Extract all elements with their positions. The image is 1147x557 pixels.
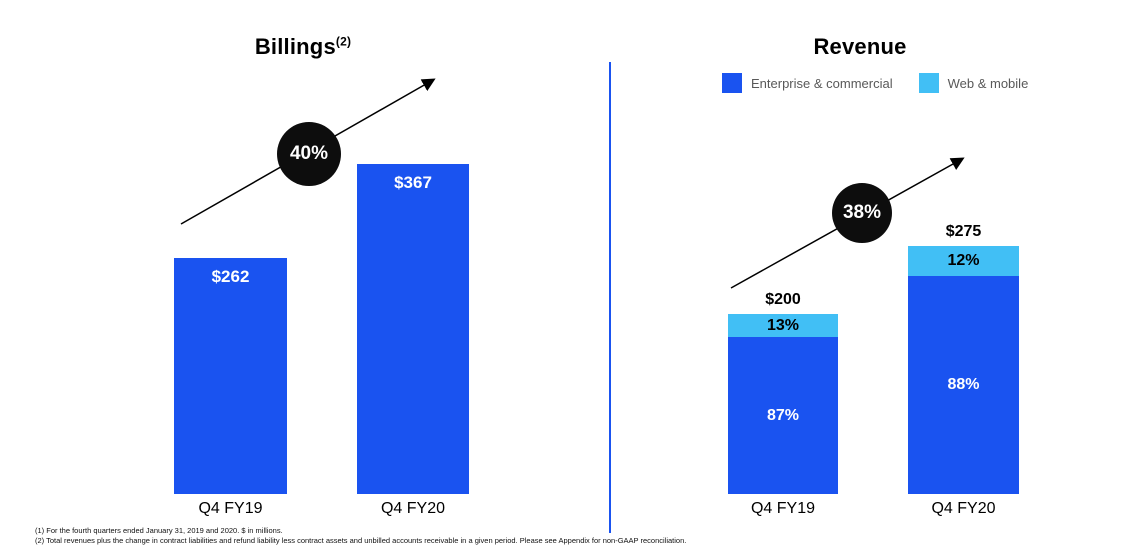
footnotes: (1) For the fourth quarters ended Januar… [35,526,686,545]
revenue-bar-q4fy19: $200 13% 87% [728,291,838,494]
legend-swatch-web-mobile [918,73,939,93]
revenue-bar-q4fy19-total: $200 [765,291,801,308]
legend-item-enterprise: Enterprise & commercial [722,73,893,93]
billings-title-footnote-ref: (2) [335,34,352,49]
legend-label-web-mobile: Web & mobile [947,75,1029,91]
revenue-x-label-q4fy20: Q4 FY20 [931,500,996,517]
revenue-growth-badge: 38% [832,183,892,243]
revenue-bar-q4fy20-web-pct: 12% [947,252,980,269]
billings-x-label-q4fy19: Q4 FY19 [198,500,263,517]
revenue-bar-q4fy20-enterprise-segment: 88% [908,276,1019,494]
revenue-bar-q4fy19-web-pct: 13% [766,316,800,334]
revenue-bar-q4fy20: $275 12% 88% [908,223,1019,494]
billings-x-label-q4fy20: Q4 FY20 [380,500,446,517]
revenue-bar-q4fy19-enterprise-segment: 87% [728,337,838,494]
revenue-bar-q4fy19-enterprise-pct: 87% [766,406,800,424]
revenue-bar-q4fy20-total: $275 [945,223,982,240]
billings-bar-q4fy19-value: $262 [211,267,250,286]
revenue-legend: Enterprise & commercial Web & mobile [722,73,1028,93]
revenue-bar-q4fy19-web-segment: 13% [728,314,838,337]
revenue-bar-q4fy20-enterprise-pct: 88% [947,376,980,393]
chart-divider [609,62,611,533]
revenue-chart-title: Revenue [700,34,1020,60]
footnote-1: (1) For the fourth quarters ended Januar… [35,526,283,535]
legend-label-enterprise: Enterprise & commercial [751,75,893,91]
billings-growth-label: 40% [289,143,329,164]
billings-bar-q4fy19: $262 [174,258,287,494]
revenue-title-text: Revenue [813,34,907,59]
billings-bar-q4fy20-value: $367 [394,173,432,192]
revenue-x-label-q4fy19: Q4 FY19 [750,500,816,517]
billings-bar-q4fy20: $367 [357,164,469,494]
legend-swatch-enterprise [722,73,742,93]
billings-growth-badge: 40% [277,122,341,186]
billings-chart-title: Billings(2) [148,34,458,60]
footnote-2: (2) Total revenues plus the change in co… [35,535,687,545]
legend-item-web-mobile: Web & mobile [918,73,1029,93]
billings-title-text: Billings [254,34,336,59]
revenue-bar-q4fy20-web-segment: 12% [908,246,1019,276]
revenue-growth-label: 38% [842,202,882,223]
